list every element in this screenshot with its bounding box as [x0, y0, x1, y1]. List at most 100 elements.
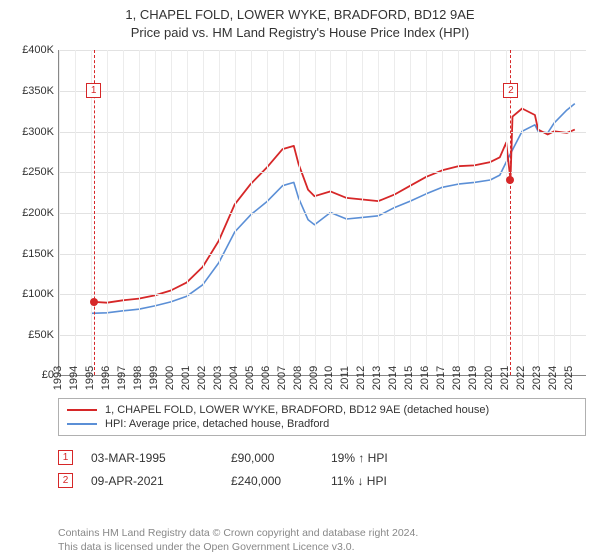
grid-v: [171, 50, 172, 375]
legend-label: 1, CHAPEL FOLD, LOWER WYKE, BRADFORD, BD…: [105, 404, 489, 416]
x-tick-label: 2021: [499, 366, 511, 390]
legend-swatch: [67, 423, 97, 425]
x-tick-label: 2015: [403, 366, 415, 390]
grid-v: [538, 50, 539, 375]
sale-date: 03-MAR-1995: [91, 451, 231, 465]
stamp-line: [94, 50, 95, 375]
chart-container: 1, CHAPEL FOLD, LOWER WYKE, BRADFORD, BD…: [0, 0, 600, 560]
plot: 12: [58, 50, 586, 376]
grid-v: [330, 50, 331, 375]
grid-v: [522, 50, 523, 375]
sale-row: 1 03-MAR-1995£90,00019% ↑ HPI: [58, 446, 586, 469]
y-tick-label: £150K: [22, 248, 54, 260]
grid-v: [251, 50, 252, 375]
grid-v: [474, 50, 475, 375]
x-tick-label: 2014: [387, 366, 399, 390]
x-tick-label: 1993: [52, 366, 64, 390]
title-line-2: Price paid vs. HM Land Registry's House …: [0, 24, 600, 42]
x-tick-label: 2002: [196, 366, 208, 390]
y-tick-label: £350K: [22, 85, 54, 97]
grid-v: [59, 50, 60, 375]
legend-swatch: [67, 409, 97, 411]
x-tick-label: 2001: [180, 366, 192, 390]
grid-v: [235, 50, 236, 375]
x-tick-label: 2022: [515, 366, 527, 390]
sale-index-box: 1: [58, 450, 73, 465]
sale-row: 209-APR-2021£240,00011% ↓ HPI: [58, 469, 586, 492]
stamp-line: [510, 50, 511, 375]
x-tick-label: 1995: [84, 366, 96, 390]
x-tick-label: 2024: [547, 366, 559, 390]
legend-row: HPI: Average price, detached house, Brad…: [67, 417, 577, 431]
grid-v: [426, 50, 427, 375]
grid-v: [410, 50, 411, 375]
grid-v: [458, 50, 459, 375]
grid-v: [267, 50, 268, 375]
sale-rows: 1 03-MAR-1995£90,00019% ↑ HPI 209-APR-2021…: [58, 446, 586, 492]
x-tick-label: 1999: [148, 366, 160, 390]
title-block: 1, CHAPEL FOLD, LOWER WYKE, BRADFORD, BD…: [0, 0, 600, 44]
grid-v: [506, 50, 507, 375]
x-tick-label: 2012: [355, 366, 367, 390]
marker-box: 1: [86, 83, 101, 98]
grid-v: [442, 50, 443, 375]
grid-v: [91, 50, 92, 375]
grid-v: [75, 50, 76, 375]
grid-v: [346, 50, 347, 375]
sale-point: [90, 298, 98, 306]
grid-v: [570, 50, 571, 375]
x-tick-label: 2009: [308, 366, 320, 390]
sale-date: 09-APR-2021: [91, 474, 231, 488]
grid-v: [362, 50, 363, 375]
sale-relative-hpi: 19% ↑ HPI: [331, 451, 451, 465]
grid-v: [203, 50, 204, 375]
x-tick-label: 2023: [531, 366, 543, 390]
grid-v: [378, 50, 379, 375]
sale-price: £90,000: [231, 451, 331, 465]
footer: Contains HM Land Registry data © Crown c…: [58, 526, 586, 554]
grid-v: [219, 50, 220, 375]
series-hpi: [91, 104, 575, 314]
x-tick-label: 1996: [100, 366, 112, 390]
x-tick-label: 1994: [68, 366, 80, 390]
x-tick-label: 2018: [451, 366, 463, 390]
grid-v: [299, 50, 300, 375]
series-subject: [94, 109, 575, 303]
grid-v: [107, 50, 108, 375]
y-tick-label: £100K: [22, 288, 54, 300]
y-tick-label: £400K: [22, 44, 54, 56]
grid-v: [187, 50, 188, 375]
y-tick-label: £300K: [22, 126, 54, 138]
grid-v: [554, 50, 555, 375]
x-tick-label: 1997: [116, 366, 128, 390]
legend-label: HPI: Average price, detached house, Brad…: [105, 418, 329, 430]
grid-v: [139, 50, 140, 375]
x-tick-label: 2011: [339, 367, 351, 391]
x-tick-label: 2016: [419, 366, 431, 390]
x-tick-label: 2004: [228, 366, 240, 390]
legend-row: 1, CHAPEL FOLD, LOWER WYKE, BRADFORD, BD…: [67, 403, 577, 417]
x-tick-label: 2019: [467, 366, 479, 390]
sale-price: £240,000: [231, 474, 331, 488]
title-line-1: 1, CHAPEL FOLD, LOWER WYKE, BRADFORD, BD…: [0, 6, 600, 24]
x-tick-label: 1998: [132, 366, 144, 390]
x-tick-label: 2003: [212, 366, 224, 390]
chart-area: £0£50K£100K£150K£200K£250K£300K£350K£400…: [10, 50, 590, 396]
grid-v: [394, 50, 395, 375]
sale-relative-hpi: 11% ↓ HPI: [331, 474, 451, 488]
legend: 1, CHAPEL FOLD, LOWER WYKE, BRADFORD, BD…: [58, 398, 586, 436]
y-tick-label: £50K: [28, 329, 54, 341]
y-tick-label: £250K: [22, 166, 54, 178]
grid-v: [490, 50, 491, 375]
x-tick-label: 2006: [260, 366, 272, 390]
x-tick-label: 2005: [244, 366, 256, 390]
grid-v: [283, 50, 284, 375]
x-tick-label: 2020: [483, 366, 495, 390]
x-tick-label: 2000: [164, 366, 176, 390]
grid-v: [155, 50, 156, 375]
x-tick-label: 2008: [292, 366, 304, 390]
x-tick-label: 2025: [563, 366, 575, 390]
sale-point: [506, 176, 514, 184]
y-tick-label: £200K: [22, 207, 54, 219]
y-axis: £0£50K£100K£150K£200K£250K£300K£350K£400…: [10, 50, 58, 376]
